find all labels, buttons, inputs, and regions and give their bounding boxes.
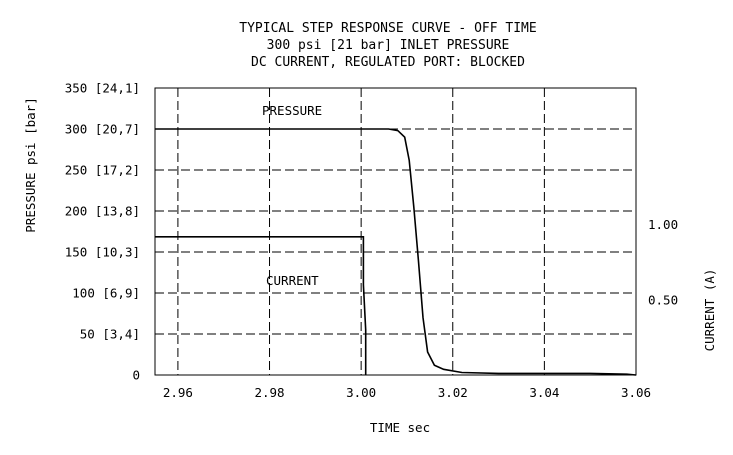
series-line-pressure <box>155 128 637 376</box>
y-tick-label: 0 <box>132 368 140 383</box>
y2-axis-label: CURRENT (A) <box>702 269 717 352</box>
y2-tick-label: 1.00 <box>648 217 678 232</box>
y-axis-label: PRESSURE psi [bar] <box>23 97 38 232</box>
chart-title-line-2: 300 psi [21 bar] INLET PRESSURE <box>267 38 510 53</box>
y2-tick-label: 0.50 <box>648 292 678 307</box>
y-tick-label: 100 [6,9] <box>72 286 140 301</box>
series-label-current: CURRENT <box>266 273 319 288</box>
tick-layer: 0 50 [3,4] 100 [6,9] 150 [10,3] 200 [13,8] 25… <box>65 81 678 401</box>
x-tick-label: 2.96 <box>163 385 193 400</box>
y-tick-label: 350 [24,1] <box>65 81 140 96</box>
grid-layer <box>155 88 636 375</box>
chart-title-line-1: TYPICAL STEP RESPONSE CURVE - OFF TIME <box>239 21 536 36</box>
x-tick-label: 3.06 <box>621 385 651 400</box>
x-axis-label: TIME sec <box>370 420 430 435</box>
y-tick-label: 200 [13,8] <box>65 204 140 219</box>
x-tick-label: 3.00 <box>346 385 376 400</box>
y-tick-label: 300 [20,7] <box>65 122 140 137</box>
y-tick-label: 250 [17,2] <box>65 163 140 178</box>
series-label-pressure: PRESSURE <box>262 103 322 118</box>
series-layer <box>155 128 637 376</box>
plot-frame <box>154 87 637 376</box>
y-tick-label: 50 [3,4] <box>80 327 140 342</box>
x-tick-label: 3.02 <box>438 385 468 400</box>
x-tick-label: 2.98 <box>254 385 284 400</box>
y-tick-label: 150 [10,3] <box>65 245 140 260</box>
x-tick-label: 3.04 <box>529 385 559 400</box>
chart-title-line-3: DC CURRENT, REGULATED PORT: BLOCKED <box>251 55 525 70</box>
series-line-current <box>155 236 367 375</box>
